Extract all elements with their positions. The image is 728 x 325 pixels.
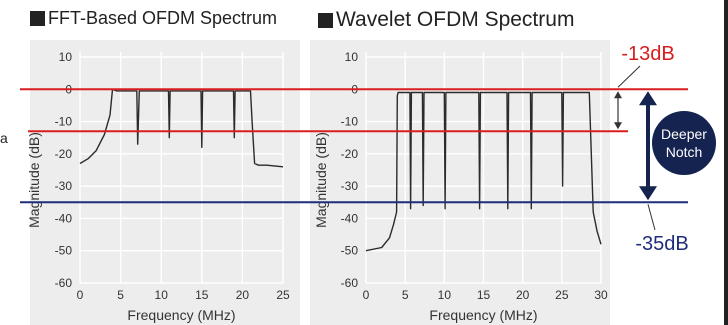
left-x-axis-title: Frequency (MHz)	[127, 307, 235, 323]
left-y-tick-label: -10	[55, 115, 73, 129]
left-x-tick-label: 0	[77, 288, 84, 302]
right-spectrum-line	[365, 91, 602, 252]
title-bullet-icon	[318, 12, 333, 28]
left-x-tick-label: 25	[276, 288, 290, 302]
leader-line-minus35db	[647, 204, 656, 231]
leader-line-minus13db	[617, 65, 641, 88]
right-chart-title-text: Wavelet OFDM Spectrum	[336, 8, 575, 31]
left-x-tick-label: 10	[155, 288, 169, 302]
right-x-tick-label: 20	[516, 288, 530, 302]
right-x-tick-label: 30	[594, 288, 608, 302]
left-spectrum-line	[79, 88, 284, 168]
right-y-tick-label: -20	[341, 147, 359, 161]
deeper-notch-badge	[652, 111, 716, 175]
right-y-tick-label: -30	[341, 179, 359, 193]
left-y-tick-label: -40	[55, 211, 73, 225]
left-y-tick-label: -60	[55, 276, 73, 290]
right-x-tick-label: 10	[438, 288, 452, 302]
annotation-minus13db: -13dB	[621, 43, 674, 65]
right-plot-background	[310, 40, 610, 325]
left-plot-background	[30, 40, 300, 325]
right-y-axis-title: Magnitude (dB)	[313, 132, 329, 228]
right-x-tick-label: 25	[555, 288, 569, 302]
left-y-tick-label: -20	[55, 147, 73, 161]
title-bullet-icon	[30, 11, 45, 26]
right-x-tick-label: 5	[402, 288, 409, 302]
large-arrow-head-down	[639, 186, 657, 201]
small-arrow-head-up	[614, 91, 622, 99]
right-chart-title: Wavelet OFDM Spectrum	[318, 8, 574, 32]
left-x-tick-label: 5	[117, 288, 124, 302]
left-chart-title: FFT-Based OFDM Spectrum	[30, 8, 277, 29]
small-arrow-head-down	[614, 122, 622, 130]
right-y-tick-label: -10	[341, 115, 359, 129]
left-y-tick-label: 10	[59, 50, 73, 64]
right-y-tick-label: -60	[341, 276, 359, 290]
left-chart-title-text: FFT-Based OFDM Spectrum	[48, 8, 278, 28]
right-y-tick-label: 10	[345, 50, 359, 64]
right-x-tick-label: 15	[477, 288, 491, 302]
annotation-minus35db: -35dB	[635, 233, 688, 255]
right-y-tick-label: -40	[341, 211, 359, 225]
right-y-tick-label: -50	[341, 244, 359, 258]
large-arrow-head-up	[639, 91, 657, 106]
right-x-axis-title: Frequency (MHz)	[429, 307, 537, 323]
badge-line-1: Deeper	[661, 126, 707, 142]
left-y-tick-label: -50	[55, 244, 73, 258]
left-x-tick-label: 20	[236, 288, 250, 302]
scan-edge	[724, 0, 728, 325]
left-y-axis-title: Magnitude (dB)	[26, 132, 42, 228]
right-x-tick-label: 0	[363, 288, 370, 302]
badge-line-2: Notch	[666, 144, 703, 160]
left-y-tick-label: -30	[55, 179, 73, 193]
stray-mark: a	[0, 130, 8, 146]
left-x-tick-label: 15	[195, 288, 209, 302]
